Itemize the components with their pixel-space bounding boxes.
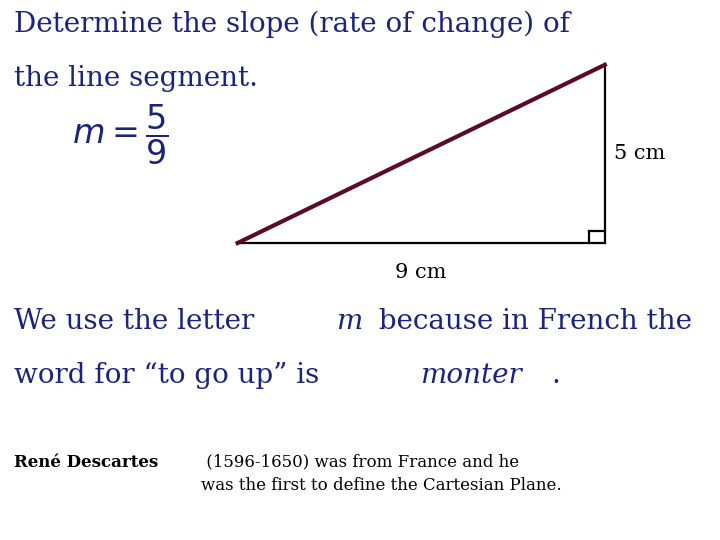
Text: because in French the: because in French the bbox=[370, 308, 692, 335]
Text: monter: monter bbox=[420, 362, 521, 389]
Text: René Descartes: René Descartes bbox=[14, 454, 158, 470]
Text: word for “to go up” is: word for “to go up” is bbox=[14, 362, 328, 389]
Text: 5 cm: 5 cm bbox=[614, 144, 665, 164]
Text: m: m bbox=[336, 308, 362, 335]
Text: (1596-1650) was from France and he
was the first to define the Cartesian Plane.: (1596-1650) was from France and he was t… bbox=[201, 454, 561, 494]
Text: 9 cm: 9 cm bbox=[395, 263, 447, 282]
Text: the line segment.: the line segment. bbox=[14, 65, 258, 92]
Text: $m = \dfrac{5}{9}$: $m = \dfrac{5}{9}$ bbox=[72, 103, 168, 167]
Text: Determine the slope (rate of change) of: Determine the slope (rate of change) of bbox=[14, 11, 570, 38]
Text: We use the letter: We use the letter bbox=[14, 308, 264, 335]
Text: .: . bbox=[551, 362, 560, 389]
